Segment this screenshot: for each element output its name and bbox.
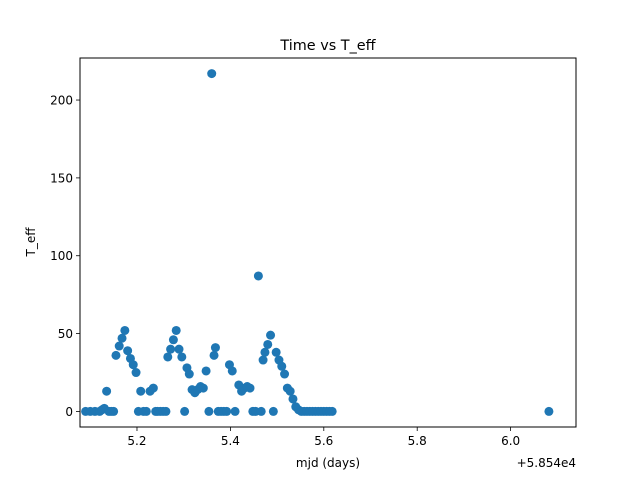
- data-point: [260, 347, 270, 357]
- x-axis-offset-label: +5.854e4: [517, 456, 576, 470]
- data-point: [198, 383, 208, 393]
- data-point: [263, 339, 273, 349]
- data-point: [204, 406, 214, 416]
- data-point: [102, 386, 112, 396]
- data-point: [117, 333, 127, 343]
- y-tick-label: 100: [50, 249, 73, 263]
- data-point: [256, 406, 266, 416]
- data-point: [258, 355, 268, 365]
- x-axis-label: mjd (days): [296, 456, 360, 470]
- plot-frame: [79, 57, 577, 428]
- y-tick-label: 150: [50, 171, 73, 185]
- data-point: [177, 352, 187, 362]
- data-points: [81, 69, 554, 416]
- y-tick-label: 200: [50, 94, 73, 108]
- data-point: [161, 406, 171, 416]
- data-point: [184, 369, 194, 379]
- data-point: [209, 350, 219, 360]
- x-tick-label: 5.2: [127, 434, 146, 448]
- data-point: [131, 368, 141, 378]
- data-point: [230, 406, 240, 416]
- data-point: [109, 406, 119, 416]
- data-point: [227, 366, 237, 376]
- data-point: [277, 361, 287, 371]
- y-tick-label: 50: [58, 327, 73, 341]
- y-tick-label: 0: [65, 405, 73, 419]
- data-point: [163, 352, 173, 362]
- data-point: [210, 343, 220, 353]
- data-point: [168, 335, 178, 345]
- data-point: [327, 406, 337, 416]
- data-point: [271, 347, 281, 357]
- data-point: [253, 271, 263, 281]
- y-axis-label: T_eff: [24, 227, 38, 258]
- data-point: [222, 406, 232, 416]
- x-tick-label: 5.6: [314, 434, 333, 448]
- data-point: [171, 325, 181, 335]
- data-point: [114, 341, 124, 351]
- data-point: [245, 383, 255, 393]
- data-point: [166, 344, 176, 354]
- data-point: [544, 406, 554, 416]
- x-tick-label: 5.8: [408, 434, 427, 448]
- data-point: [111, 350, 121, 360]
- data-point: [174, 344, 184, 354]
- data-point: [268, 406, 278, 416]
- x-tick-label: 6.0: [501, 434, 520, 448]
- data-point: [120, 325, 130, 335]
- axis-ticks: 5.2 5.4 5.6 5.8 6.0 0 50 100 150 200: [50, 94, 520, 448]
- data-point: [180, 406, 190, 416]
- data-point: [148, 383, 158, 393]
- x-tick-label: 5.4: [221, 434, 240, 448]
- data-point: [201, 366, 211, 376]
- data-point: [128, 360, 138, 370]
- data-point: [280, 369, 290, 379]
- chart-title: Time vs T_eff: [279, 38, 376, 54]
- data-point: [285, 386, 295, 396]
- data-point: [123, 346, 133, 356]
- data-point: [266, 330, 276, 340]
- data-point: [288, 394, 298, 404]
- data-point: [136, 386, 146, 396]
- data-point: [141, 406, 151, 416]
- data-point: [207, 69, 217, 79]
